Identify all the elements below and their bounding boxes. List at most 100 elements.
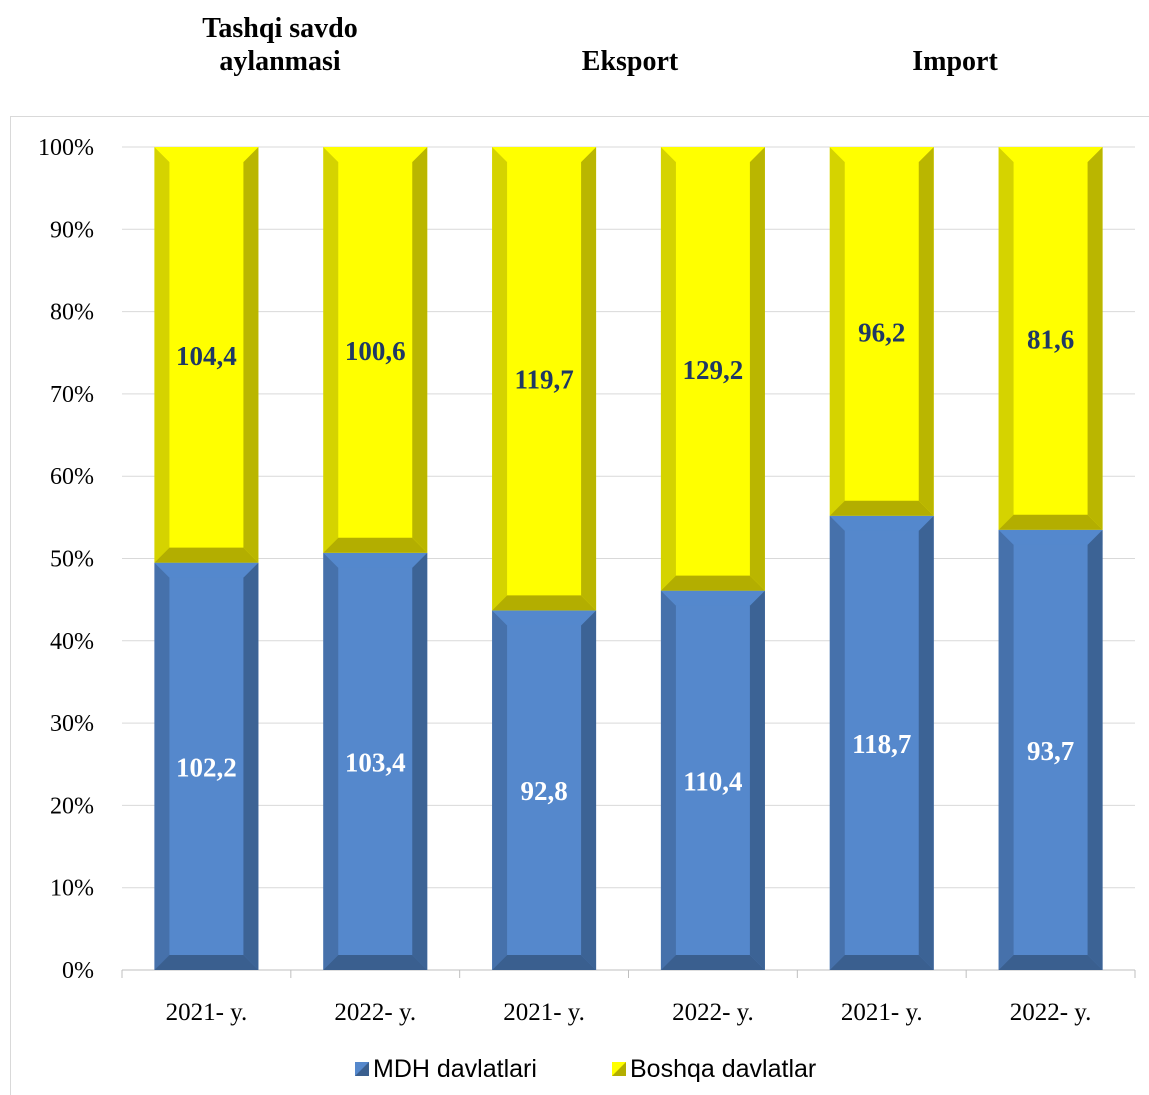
bar-bevel-right — [918, 147, 934, 516]
bar-bevel-bottom — [492, 595, 597, 611]
bar-bevel-top — [829, 515, 934, 531]
bar-segment-boshqa — [829, 147, 934, 516]
bar-segment-boshqa — [492, 147, 597, 611]
bar-bevel-right — [918, 515, 934, 970]
bar-bevel-left — [998, 147, 1014, 530]
bar-face — [323, 552, 428, 970]
bar-bevel-bottom — [323, 955, 428, 970]
bar-bevel-bottom — [829, 500, 934, 516]
group-title-line2: aylanmasi — [219, 46, 341, 77]
data-label-boshqa: 119,7 — [514, 365, 573, 395]
group-title-line1: Import — [912, 46, 998, 77]
y-tick-label: 0% — [62, 958, 94, 984]
bar-bevel-right — [581, 610, 597, 970]
bar-bevel-left — [998, 529, 1014, 970]
bar-bevel-top — [660, 147, 765, 162]
y-tick-label: 50% — [50, 547, 94, 573]
bar-bevel-left — [323, 147, 339, 553]
bar-segment-boshqa — [660, 147, 765, 591]
y-tick-label: 10% — [50, 876, 94, 902]
bar-bevel-right — [412, 552, 428, 970]
bar-segment-mdh — [492, 610, 597, 970]
data-label-boshqa: 96,2 — [858, 317, 905, 347]
bar-bevel-left — [154, 562, 170, 970]
legend-swatch-boshqa — [612, 1062, 626, 1076]
y-tick-label: 40% — [50, 629, 94, 655]
bar-face — [998, 147, 1103, 530]
bar-bevel-bottom — [154, 547, 259, 563]
bar-bevel-bottom — [660, 575, 765, 591]
bar-bevel-right — [749, 590, 765, 970]
bar-bevel-right — [243, 562, 259, 970]
bar-segment-mdh — [323, 552, 428, 970]
bar-bevel-bottom — [829, 955, 934, 970]
bar-bevel-right — [1087, 529, 1103, 970]
data-label-boshqa: 129,2 — [683, 355, 744, 385]
bar-bevel-left — [492, 610, 508, 970]
bar-bevel-top — [154, 562, 259, 578]
y-tick-label: 90% — [50, 217, 94, 243]
chart-frame — [10, 116, 1149, 1095]
legend-label-mdh: MDH davlatlari — [373, 1055, 537, 1083]
y-tick-label: 30% — [50, 711, 94, 737]
bar-bevel-right — [749, 147, 765, 591]
bar-bevel-bottom — [998, 955, 1103, 970]
bar-face — [829, 147, 934, 516]
bar-segment-boshqa — [323, 147, 428, 553]
bar-bevel-bottom — [998, 514, 1103, 530]
bar-bevel-right — [581, 147, 597, 611]
bar-segment-boshqa — [154, 147, 259, 563]
bar-face — [154, 562, 259, 970]
bar-bevel-top — [154, 147, 259, 162]
y-tick-label: 60% — [50, 464, 94, 490]
bar-segment-mdh — [998, 529, 1103, 970]
x-tick-label: 2021- y. — [503, 999, 585, 1026]
bar-bevel-top — [323, 552, 428, 568]
bar-face — [660, 590, 765, 970]
bar-bevel-right — [412, 147, 428, 553]
legend-swatch-mdh — [355, 1062, 369, 1076]
bar-bevel-top — [492, 610, 597, 626]
bar-bevel-left — [660, 147, 676, 591]
group-title-import: Import — [825, 45, 1085, 78]
x-tick-label: 2022- y. — [672, 999, 754, 1026]
x-tick-label: 2022- y. — [1010, 999, 1092, 1026]
data-label-mdh: 103,4 — [345, 747, 406, 777]
x-tick-label: 2021- y. — [841, 999, 923, 1026]
bar-segment-mdh — [829, 515, 934, 970]
bar-bevel-top — [492, 147, 597, 162]
bar-bevel-left — [829, 515, 845, 970]
data-label-boshqa: 100,6 — [345, 336, 406, 366]
group-title-eksport: Eksport — [500, 45, 760, 78]
bar-bevel-left — [492, 147, 508, 611]
bar-bevel-left — [154, 147, 170, 563]
data-label-mdh: 110,4 — [683, 766, 742, 796]
bar-bevel-top — [829, 147, 934, 162]
bar-bevel-left — [323, 552, 339, 970]
bar-bevel-left — [829, 147, 845, 516]
legend-swatch-shade — [612, 1062, 626, 1076]
data-label-mdh: 118,7 — [852, 729, 911, 759]
bar-face — [492, 147, 597, 611]
bar-face — [323, 147, 428, 553]
group-title-line1: Tashqi savdo — [202, 13, 358, 44]
group-title-line1: Eksport — [581, 46, 679, 77]
y-tick-label: 20% — [50, 793, 94, 819]
bar-bevel-bottom — [323, 537, 428, 553]
bar-bevel-bottom — [492, 955, 597, 970]
bar-face — [998, 529, 1103, 970]
y-tick-label: 70% — [50, 382, 94, 408]
bar-segment-mdh — [660, 590, 765, 970]
y-tick-label: 80% — [50, 300, 94, 326]
bar-bevel-bottom — [154, 955, 259, 970]
bar-bevel-top — [998, 147, 1103, 162]
bar-face — [154, 147, 259, 563]
bar-bevel-left — [660, 590, 676, 970]
bar-face — [492, 610, 597, 970]
data-label-boshqa: 104,4 — [176, 341, 237, 371]
data-label-mdh: 102,2 — [176, 752, 237, 782]
bar-bevel-bottom — [660, 955, 765, 970]
bar-bevel-right — [243, 147, 259, 563]
group-title-tashqi-savdo: Tashqi savdo aylanmasi — [150, 12, 410, 78]
data-label-mdh: 93,7 — [1027, 736, 1074, 766]
